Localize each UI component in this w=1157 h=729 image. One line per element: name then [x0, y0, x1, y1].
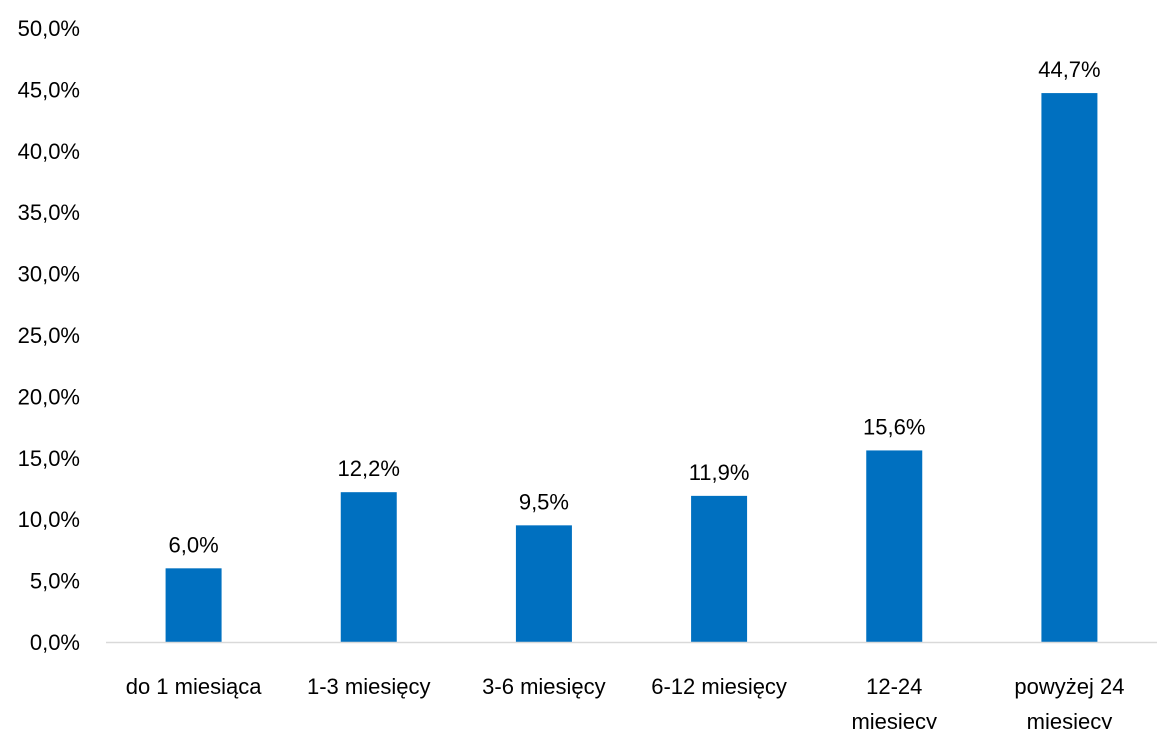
x-axis-categories: do 1 miesiąca 1-3 miesięcy 3-6 miesięcy 6-1…: [126, 674, 1125, 729]
data-label: 9,5%: [519, 489, 569, 514]
y-tick-label: 30,0%: [18, 262, 80, 287]
x-category-label: powyżej 24 miesięcy: [1014, 674, 1124, 729]
data-label: 15,6%: [863, 414, 925, 439]
data-label: 44,7%: [1038, 57, 1100, 82]
data-label: 6,0%: [169, 532, 219, 557]
x-category-label: 1-3 miesięcy: [307, 674, 430, 699]
y-tick-label: 35,0%: [18, 200, 80, 225]
y-tick-label: 40,0%: [18, 139, 80, 164]
bars: [165, 93, 1098, 643]
y-tick-label: 50,0%: [18, 16, 80, 41]
x-category-label-line: powyżej 24: [1014, 674, 1124, 699]
bar: [515, 525, 572, 642]
y-tick-label: 15,0%: [18, 446, 80, 471]
bar: [1041, 93, 1098, 643]
bar: [340, 492, 397, 642]
x-category-label-line: 6-12 miesięcy: [651, 674, 787, 699]
x-category-label: 12-24 miesięcy: [851, 674, 937, 729]
y-tick-label: 10,0%: [18, 507, 80, 532]
x-category-label-line: miesięcy: [1027, 709, 1113, 729]
x-category-label: 6-12 miesięcy: [651, 674, 787, 699]
y-tick-label: 0,0%: [30, 630, 80, 655]
bar: [165, 568, 222, 642]
y-axis-ticks: 0,0% 5,0% 10,0% 15,0% 20,0% 25,0% 30,0% 35,0% 40…: [18, 16, 80, 655]
x-category-label-line: do 1 miesiąca: [126, 674, 263, 699]
bar: [866, 450, 923, 642]
x-category-label-line: miesięcy: [851, 709, 937, 729]
x-category-label-line: 12-24: [866, 674, 922, 699]
y-tick-label: 25,0%: [18, 323, 80, 348]
y-tick-label: 45,0%: [18, 77, 80, 102]
y-tick-label: 5,0%: [30, 569, 80, 594]
data-labels: 6,0% 12,2% 9,5% 11,9% 15,6% 44,7%: [169, 57, 1101, 557]
x-category-label: do 1 miesiąca: [126, 674, 263, 699]
y-tick-label: 20,0%: [18, 384, 80, 409]
x-category-label-line: 3-6 miesięcy: [482, 674, 605, 699]
x-category-label: 3-6 miesięcy: [482, 674, 605, 699]
data-label: 11,9%: [689, 460, 750, 485]
data-label: 12,2%: [338, 456, 400, 481]
x-category-label-line: 1-3 miesięcy: [307, 674, 430, 699]
bar: [691, 495, 748, 642]
